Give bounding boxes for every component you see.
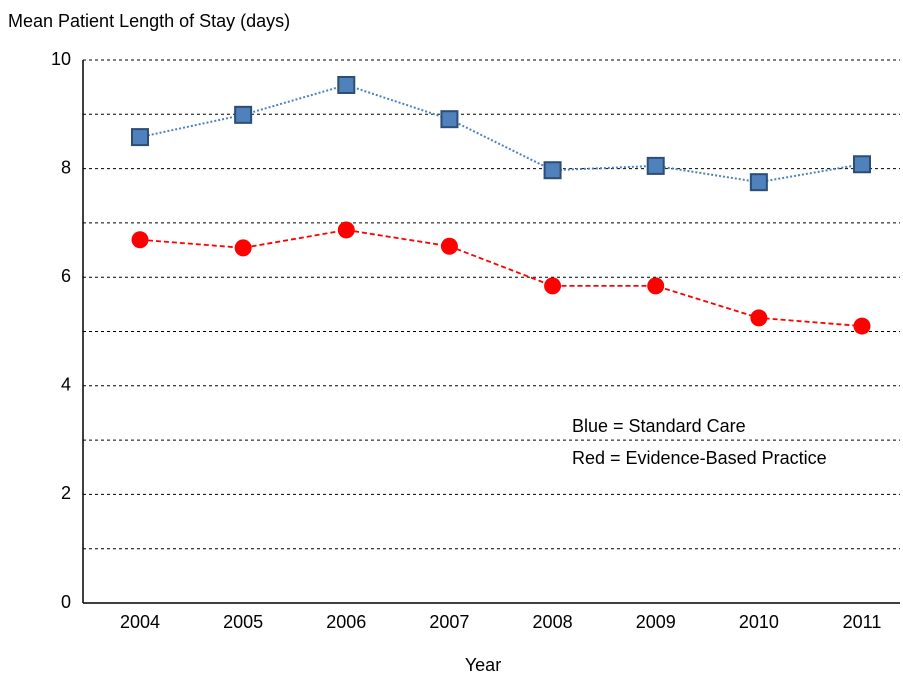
y-tick-label: 6 (61, 266, 71, 286)
data-point (646, 156, 665, 175)
legend-entry: Blue = Standard Care (572, 416, 746, 436)
data-point (440, 110, 459, 129)
x-tick-label: 2007 (429, 612, 469, 632)
data-point (853, 317, 871, 335)
data-point (853, 155, 871, 174)
x-tick-label: 2009 (636, 612, 676, 632)
data-point (234, 239, 252, 257)
data-point (544, 277, 562, 295)
y-tick-label: 4 (61, 375, 71, 395)
data-point (440, 237, 458, 255)
y-tick-label: 10 (51, 49, 71, 69)
legend-entry: Red = Evidence-Based Practice (572, 448, 827, 468)
x-tick-label: 2008 (533, 612, 573, 632)
x-axis-label: Year (465, 655, 501, 675)
x-tick-label: 2004 (120, 612, 160, 632)
data-point (647, 277, 665, 295)
chart-title: Mean Patient Length of Stay (days) (8, 11, 290, 31)
data-point (131, 231, 149, 249)
data-point (131, 128, 149, 147)
x-tick-label: 2006 (326, 612, 366, 632)
x-tick-label: 2005 (223, 612, 263, 632)
y-tick-label: 8 (61, 157, 71, 177)
series-line (139, 83, 863, 184)
data-point (749, 173, 768, 192)
data-point (337, 75, 356, 94)
y-tick-label: 2 (61, 483, 71, 503)
data-point (337, 221, 355, 239)
data-point (543, 161, 562, 180)
y-tick-label: 0 (61, 592, 71, 612)
x-tick-label: 2011 (843, 612, 882, 632)
data-point (234, 105, 253, 124)
x-tick-label: 2010 (739, 612, 779, 632)
data-point (750, 309, 768, 327)
series-line (139, 229, 863, 327)
